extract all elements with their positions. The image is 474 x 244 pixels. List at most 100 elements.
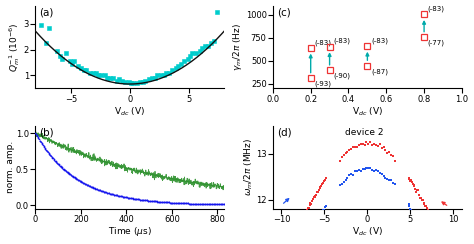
Point (193, 202, 201, 206)
Point (196, 49, 203, 53)
Point (417, 223, 424, 227)
Point (120, 195, 128, 199)
Point (141, 79, 149, 83)
Point (427, 240, 434, 244)
Point (423, 206, 431, 210)
Point (219, 203, 227, 206)
Point (44, 150, 51, 153)
Point (293, 224, 301, 228)
Point (102, 190, 110, 194)
Point (444, 240, 451, 244)
Point (181, 201, 188, 205)
Point (110, 193, 118, 197)
Point (62, 169, 70, 173)
Point (208, 202, 216, 206)
Point (147, 199, 155, 203)
Point (38, 142, 46, 146)
Point (81, 182, 89, 185)
Point (385, 178, 393, 182)
Point (336, 159, 344, 163)
Point (35, 137, 42, 141)
Point (60, 167, 68, 171)
Point (98, 189, 106, 193)
Point (391, 183, 399, 186)
Point (76, 179, 84, 183)
Point (199, 202, 206, 206)
Point (51, 159, 59, 163)
Point (319, 181, 327, 184)
Point (182, 201, 190, 205)
Point (134, 197, 142, 201)
Point (188, 202, 195, 205)
Point (174, 201, 182, 205)
Point (425, 238, 432, 242)
Point (215, 203, 222, 206)
Point (163, 200, 171, 204)
Point (53, 161, 61, 164)
Point (100, 190, 108, 194)
Point (363, 166, 370, 170)
Point (318, 209, 326, 213)
Point (320, 208, 328, 212)
Point (300, 241, 308, 244)
Point (164, 200, 171, 204)
X-axis label: V$_{dc}$ (V): V$_{dc}$ (V) (352, 105, 383, 118)
Point (90, 186, 97, 190)
Point (316, 185, 323, 189)
Point (52, 159, 59, 163)
Point (146, 199, 154, 203)
Point (152, 199, 160, 203)
Point (150, 199, 157, 203)
Point (446, 242, 453, 244)
Point (308, 227, 316, 231)
Point (129, 81, 137, 85)
Point (125, 196, 133, 200)
Point (49, 156, 56, 160)
Point (217, 203, 224, 206)
Point (441, 236, 449, 240)
Point (94, 188, 102, 192)
Point (104, 191, 112, 195)
Point (50, 157, 57, 161)
Point (425, 209, 432, 213)
Point (205, 202, 213, 206)
Point (112, 193, 119, 197)
Point (434, 225, 441, 229)
Point (417, 196, 425, 200)
Point (311, 195, 319, 199)
Point (415, 193, 422, 197)
Point (187, 202, 195, 205)
Point (192, 202, 200, 206)
Point (158, 200, 165, 204)
Point (136, 198, 144, 202)
Point (156, 200, 164, 204)
Point (38, 142, 46, 145)
Point (199, 202, 207, 206)
Point (87, 184, 94, 188)
Point (114, 194, 122, 198)
Point (426, 240, 433, 244)
Point (160, 73, 168, 77)
Point (163, 71, 170, 75)
Point (94, 73, 102, 77)
Point (145, 199, 152, 203)
Point (88, 185, 95, 189)
Point (372, 168, 380, 172)
Point (407, 208, 415, 212)
Point (405, 177, 412, 181)
Point (420, 231, 428, 235)
Point (100, 190, 108, 193)
Point (303, 208, 311, 212)
Point (344, 151, 351, 154)
Point (210, 202, 218, 206)
Point (72, 176, 80, 180)
Point (132, 197, 140, 201)
Point (82, 182, 89, 186)
Point (198, 202, 205, 206)
Point (160, 200, 167, 204)
Point (312, 193, 320, 196)
Point (178, 201, 186, 205)
Point (311, 194, 319, 198)
Point (176, 201, 184, 205)
Point (307, 230, 314, 234)
